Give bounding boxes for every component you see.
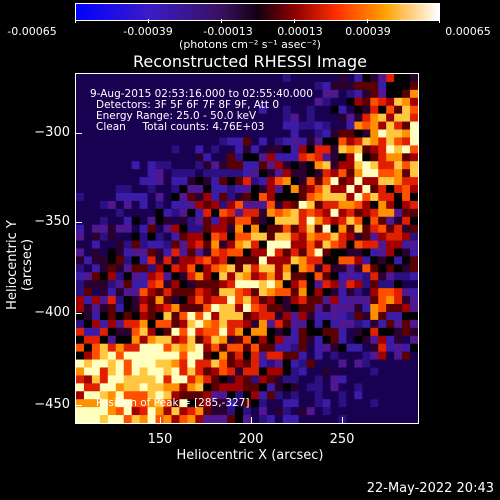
info-time-range: 9-Aug-2015 02:53:16.000 to 02:55:40.000 [90, 88, 313, 100]
y-axis-label: Heliocentric Y (arcsec) [5, 220, 35, 310]
info-energy-range: Energy Range: 25.0 - 50.0 keV [96, 110, 257, 122]
x-tick-mark [342, 417, 343, 424]
y-tick-label: −350 [34, 214, 70, 229]
image-plot: 9-Aug-2015 02:53:16.000 to 02:55:40.000 … [75, 73, 419, 424]
colorbar-tick-mark [367, 19, 368, 23]
colorbar-tick-mark [221, 19, 222, 23]
plot-title: Reconstructed RHESSI Image [133, 52, 367, 71]
info-peak-position: Position of Peak = [285,-327] [96, 397, 250, 409]
x-tick-label: 150 [147, 432, 173, 447]
x-tick-mark [160, 417, 161, 424]
colorbar-tick-label: 0.00065 [445, 25, 491, 38]
colorbar-tick-mark [439, 19, 440, 23]
colorbar-tick-label: -0.00065 [7, 25, 57, 38]
colorbar-tick-label: -0.00039 [123, 25, 173, 38]
y-tick-mark [75, 222, 82, 223]
info-clean-counts: Clean Total counts: 4.76E+03 [96, 121, 265, 133]
y-tick-label: −300 [34, 125, 70, 140]
x-tick-mark [251, 417, 252, 424]
y-tick-label: −400 [34, 305, 70, 320]
colorbar-tick-label: -0.00013 [203, 25, 253, 38]
colorbar-tick-mark [294, 19, 295, 23]
x-tick-label: 200 [238, 432, 264, 447]
timestamp: 22-May-2022 20:43 [366, 481, 494, 496]
colorbar-tick-mark [75, 19, 76, 23]
y-tick-label: −450 [34, 397, 70, 412]
colorbar-tick-label: 0.00039 [345, 25, 391, 38]
y-tick-mark [75, 405, 82, 406]
colorbar-tick-label: 0.00013 [277, 25, 323, 38]
heatmap-image [76, 74, 418, 423]
colorbar-tick-mark [148, 19, 149, 23]
x-tick-label: 250 [329, 432, 355, 447]
y-tick-mark [75, 313, 82, 314]
colorbar-units: (photons cm⁻² s⁻¹ asec⁻²) [179, 38, 321, 51]
x-axis-label: Heliocentric X (arcsec) [176, 448, 324, 463]
info-detectors: Detectors: 3F 5F 6F 7F 8F 9F, Att 0 [96, 99, 280, 111]
y-tick-mark [75, 133, 82, 134]
colorbar [75, 3, 440, 21]
